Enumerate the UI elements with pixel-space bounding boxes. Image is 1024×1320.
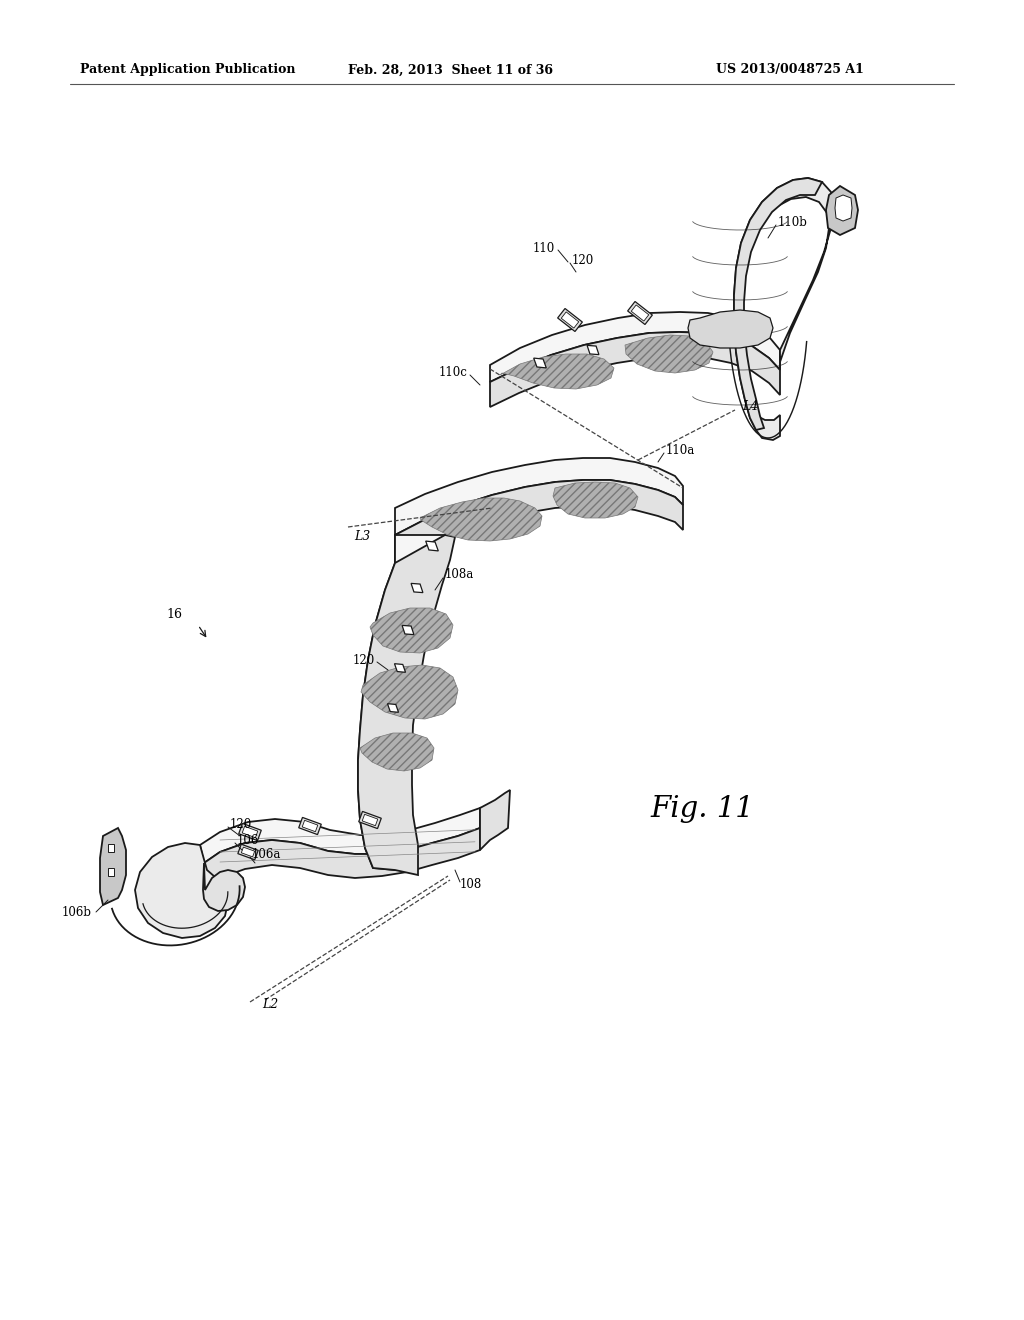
Text: L2: L2 (262, 998, 279, 1011)
Polygon shape (420, 498, 542, 541)
Text: 16: 16 (166, 609, 182, 622)
Polygon shape (553, 482, 638, 517)
Polygon shape (238, 845, 258, 859)
Text: 106a: 106a (252, 849, 282, 862)
Polygon shape (688, 310, 773, 348)
Polygon shape (358, 535, 455, 875)
Polygon shape (395, 458, 683, 535)
Polygon shape (387, 704, 398, 713)
Text: 108a: 108a (445, 569, 474, 582)
Polygon shape (239, 824, 261, 841)
Text: 110: 110 (532, 242, 555, 255)
Polygon shape (480, 789, 510, 850)
Polygon shape (625, 335, 713, 374)
Polygon shape (299, 817, 322, 834)
Polygon shape (628, 301, 652, 325)
Text: 106: 106 (237, 833, 259, 846)
Polygon shape (631, 305, 649, 321)
Text: 110c: 110c (439, 366, 468, 379)
Polygon shape (395, 480, 683, 564)
Text: 110a: 110a (666, 444, 695, 457)
Polygon shape (242, 847, 255, 857)
Text: 120: 120 (572, 253, 594, 267)
Polygon shape (302, 820, 317, 832)
Polygon shape (370, 609, 453, 653)
Polygon shape (203, 863, 245, 911)
Polygon shape (426, 541, 438, 550)
Polygon shape (558, 309, 583, 331)
Polygon shape (108, 869, 114, 876)
Polygon shape (734, 178, 833, 440)
Polygon shape (534, 358, 547, 368)
Polygon shape (200, 808, 480, 863)
Text: Fig. 11: Fig. 11 (650, 795, 754, 822)
Polygon shape (360, 733, 434, 771)
Polygon shape (362, 814, 378, 826)
Polygon shape (587, 346, 599, 355)
Text: 106b: 106b (62, 906, 92, 919)
Text: Patent Application Publication: Patent Application Publication (80, 63, 296, 77)
Polygon shape (402, 626, 414, 635)
Polygon shape (826, 186, 858, 235)
Text: L3: L3 (354, 531, 370, 544)
Text: 120: 120 (352, 653, 375, 667)
Polygon shape (358, 535, 445, 870)
Polygon shape (394, 664, 406, 672)
Text: 110b: 110b (778, 215, 808, 228)
Text: Feb. 28, 2013  Sheet 11 of 36: Feb. 28, 2013 Sheet 11 of 36 (347, 63, 553, 77)
Polygon shape (358, 812, 381, 829)
Polygon shape (100, 828, 126, 906)
Polygon shape (204, 828, 480, 890)
Polygon shape (411, 583, 423, 593)
Polygon shape (135, 843, 228, 939)
Polygon shape (500, 354, 614, 389)
Text: L4: L4 (742, 400, 758, 413)
Text: 108: 108 (460, 879, 482, 891)
Polygon shape (361, 665, 458, 719)
Polygon shape (835, 195, 852, 220)
Text: US 2013/0048725 A1: US 2013/0048725 A1 (716, 63, 864, 77)
Polygon shape (108, 843, 114, 851)
Polygon shape (561, 312, 579, 329)
Polygon shape (490, 312, 780, 381)
Polygon shape (490, 333, 780, 407)
Polygon shape (734, 178, 822, 430)
Text: 120: 120 (230, 817, 252, 830)
Polygon shape (243, 826, 258, 838)
